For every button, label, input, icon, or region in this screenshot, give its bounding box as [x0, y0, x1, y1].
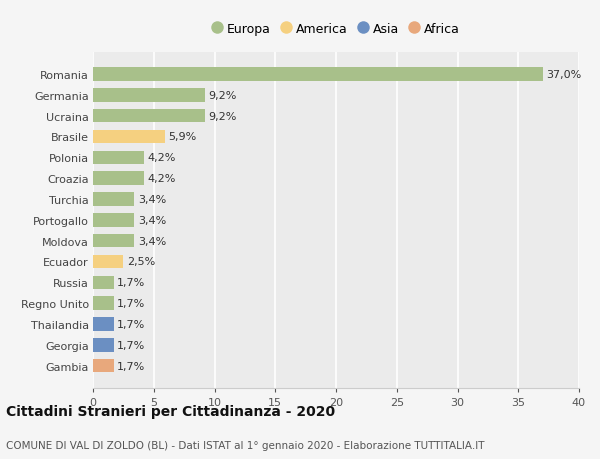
Text: 9,2%: 9,2% [208, 112, 237, 121]
Text: 1,7%: 1,7% [118, 361, 146, 371]
Text: Cittadini Stranieri per Cittadinanza - 2020: Cittadini Stranieri per Cittadinanza - 2… [6, 404, 335, 418]
Bar [93, 68, 542, 82]
Text: 3,4%: 3,4% [138, 236, 166, 246]
Text: 3,4%: 3,4% [138, 195, 166, 205]
Bar [93, 110, 205, 123]
Text: COMUNE DI VAL DI ZOLDO (BL) - Dati ISTAT al 1° gennaio 2020 - Elaborazione TUTTI: COMUNE DI VAL DI ZOLDO (BL) - Dati ISTAT… [6, 440, 485, 450]
Text: 3,4%: 3,4% [138, 215, 166, 225]
Bar [93, 172, 144, 185]
Bar [93, 130, 164, 144]
Bar [93, 297, 113, 310]
Text: 1,7%: 1,7% [118, 340, 146, 350]
Bar [93, 276, 113, 290]
Text: 2,5%: 2,5% [127, 257, 155, 267]
Text: 4,2%: 4,2% [148, 174, 176, 184]
Text: 9,2%: 9,2% [208, 90, 237, 101]
Bar [93, 89, 205, 102]
Text: 1,7%: 1,7% [118, 298, 146, 308]
Bar [93, 359, 113, 373]
Bar [93, 338, 113, 352]
Text: 4,2%: 4,2% [148, 153, 176, 163]
Bar [93, 193, 134, 206]
Bar [93, 318, 113, 331]
Bar [93, 255, 124, 269]
Text: 1,7%: 1,7% [118, 278, 146, 288]
Bar [93, 235, 134, 248]
Bar [93, 151, 144, 165]
Bar [93, 213, 134, 227]
Text: 1,7%: 1,7% [118, 319, 146, 329]
Legend: Europa, America, Asia, Africa: Europa, America, Asia, Africa [208, 19, 464, 39]
Text: 37,0%: 37,0% [546, 70, 581, 80]
Text: 5,9%: 5,9% [169, 132, 197, 142]
